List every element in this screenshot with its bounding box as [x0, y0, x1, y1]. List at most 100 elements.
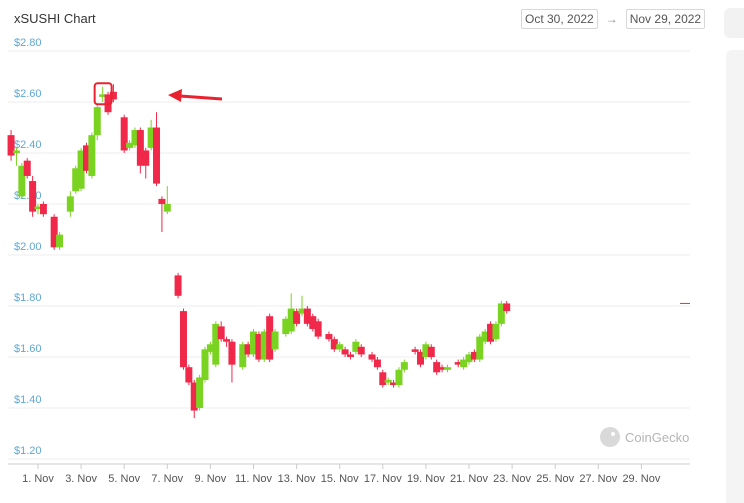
candle-down	[142, 147, 150, 179]
candle-body	[185, 367, 193, 383]
candle-down	[357, 344, 365, 357]
x-tick-label: 21. Nov	[450, 473, 488, 485]
candle-up	[336, 341, 344, 352]
candle-up	[287, 293, 295, 335]
x-tick-label: 5. Nov	[108, 473, 140, 485]
y-tick-label: $1.80	[14, 292, 42, 304]
candle-body	[72, 168, 80, 192]
side-panel-tab	[724, 8, 744, 38]
x-tick-label: 1. Nov	[22, 473, 54, 485]
coingecko-logo-icon	[600, 427, 620, 447]
x-axis: 1. Nov 3. Nov 5. Nov 7. Nov 9. Nov 11. Nov 13.…	[8, 463, 690, 485]
candle-down	[341, 346, 349, 357]
candle-body	[287, 308, 295, 332]
candle-body	[309, 316, 317, 329]
candle-body	[497, 303, 505, 324]
candle-down	[7, 130, 15, 161]
candle-down	[29, 175, 37, 217]
x-tick-label: 3. Nov	[65, 473, 97, 485]
candle-down	[314, 318, 322, 340]
candle-body	[298, 308, 306, 314]
candle-down	[217, 321, 225, 342]
candle-up	[443, 364, 451, 373]
date-from-input[interactable]: Oct 30, 2022	[521, 9, 598, 29]
candle-body	[82, 145, 90, 171]
y-tick-label: $1.20	[14, 445, 42, 457]
x-tick-label: 13. Nov	[278, 473, 316, 485]
candle-body	[260, 331, 268, 360]
candle-down	[487, 321, 495, 345]
candle-up	[88, 132, 96, 179]
y-tick-label: $2.40	[14, 139, 42, 151]
candle-down	[503, 300, 511, 314]
candle-up	[72, 165, 80, 194]
candle-down	[470, 349, 478, 363]
x-tick-label: 19. Nov	[407, 473, 445, 485]
candle-body	[352, 341, 360, 352]
candle-up	[460, 357, 468, 370]
candle-body	[23, 160, 31, 176]
candle-down	[368, 351, 376, 363]
candle-body	[325, 334, 333, 340]
candle-body	[293, 311, 301, 324]
candle-down	[153, 112, 161, 187]
candle-body	[212, 323, 220, 365]
candle-body	[66, 196, 74, 212]
x-tick-label: 29. Nov	[622, 473, 660, 485]
candle-up	[476, 334, 484, 363]
candle-up	[77, 147, 85, 192]
candle-body	[417, 351, 425, 365]
candle-body	[120, 117, 128, 151]
candle-body	[34, 206, 42, 210]
candle-body	[487, 323, 495, 342]
candle-up	[163, 186, 171, 215]
candle-body	[460, 359, 468, 368]
x-tick-label: 9. Nov	[195, 473, 227, 485]
candle-body	[18, 165, 26, 197]
candle-body	[271, 331, 279, 350]
x-tick-label: 25. Nov	[536, 473, 574, 485]
candle-up	[298, 295, 306, 317]
candle-body	[303, 308, 311, 324]
candle-body	[239, 344, 247, 368]
candle-body	[147, 127, 155, 148]
candle-up	[422, 341, 430, 360]
candle-body	[158, 198, 166, 204]
date-to-input[interactable]: Nov 29, 2022	[625, 9, 706, 29]
candle-up	[384, 377, 392, 386]
candle-body	[266, 316, 274, 360]
candle-down	[427, 344, 435, 360]
candle-up	[34, 204, 42, 215]
candle-body	[56, 234, 64, 248]
annotation-layer	[93, 82, 223, 106]
candle-up	[492, 321, 500, 342]
candle-down	[179, 308, 187, 370]
candle-body	[39, 204, 47, 215]
candle-down	[174, 272, 182, 299]
candle-body	[223, 339, 231, 342]
candle-body	[368, 354, 376, 360]
candle-body	[228, 341, 236, 365]
candle-up	[400, 359, 408, 373]
candle-down	[39, 201, 47, 217]
candle-down	[109, 84, 117, 102]
candle-body	[465, 354, 473, 363]
coingecko-watermark: CoinGecko	[600, 427, 689, 447]
candle-body	[373, 359, 381, 368]
candle-body	[12, 150, 20, 153]
candle-down	[438, 364, 446, 373]
y-tick-label: $1.60	[14, 343, 42, 355]
highlight-box	[93, 82, 113, 106]
candle-body	[50, 216, 58, 248]
candle-body	[492, 323, 500, 340]
y-tick-label: $2.60	[14, 88, 42, 100]
candle-body	[206, 344, 214, 352]
candle-body	[190, 382, 198, 411]
candle-down	[50, 214, 58, 250]
candle-down	[185, 364, 193, 386]
x-tick-label: 17. Nov	[364, 473, 402, 485]
candle-up	[201, 346, 209, 383]
candle-down	[325, 331, 333, 342]
candles	[7, 84, 690, 419]
